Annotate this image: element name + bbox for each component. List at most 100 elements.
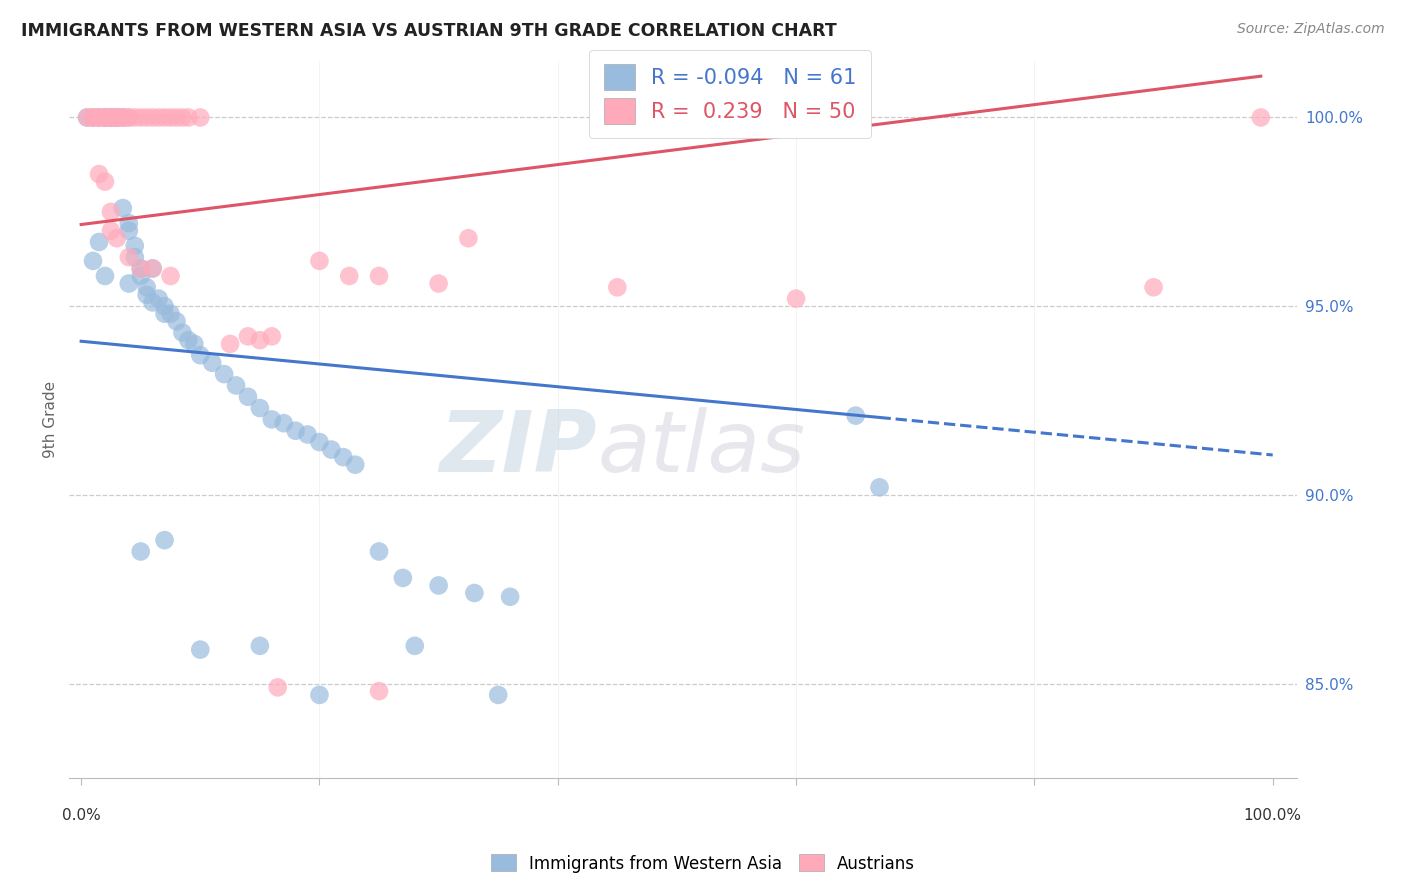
Point bbox=[111, 201, 134, 215]
Point bbox=[118, 216, 141, 230]
Point bbox=[76, 111, 98, 125]
Point bbox=[159, 307, 181, 321]
Point bbox=[105, 111, 128, 125]
Point bbox=[129, 261, 152, 276]
Point bbox=[118, 277, 141, 291]
Point bbox=[845, 409, 868, 423]
Point bbox=[236, 329, 259, 343]
Point bbox=[105, 111, 128, 125]
Point bbox=[188, 348, 211, 362]
Point bbox=[82, 253, 104, 268]
Point bbox=[82, 111, 104, 125]
Legend: R = -0.094   N = 61, R =  0.239   N = 50: R = -0.094 N = 61, R = 0.239 N = 50 bbox=[589, 50, 872, 138]
Point bbox=[392, 571, 415, 585]
Point bbox=[188, 111, 211, 125]
Point bbox=[486, 688, 509, 702]
Point bbox=[499, 590, 522, 604]
Point bbox=[100, 111, 122, 125]
Point bbox=[219, 337, 242, 351]
Point bbox=[166, 111, 188, 125]
Point bbox=[135, 280, 157, 294]
Point bbox=[148, 111, 170, 125]
Point bbox=[225, 378, 247, 392]
Point bbox=[249, 639, 271, 653]
Point bbox=[100, 224, 122, 238]
Point bbox=[260, 412, 283, 426]
Point bbox=[87, 111, 110, 125]
Point bbox=[332, 450, 354, 464]
Point bbox=[177, 333, 200, 347]
Point bbox=[142, 111, 165, 125]
Point bbox=[111, 111, 134, 125]
Point bbox=[124, 250, 146, 264]
Point bbox=[135, 288, 157, 302]
Point bbox=[124, 239, 146, 253]
Point bbox=[118, 224, 141, 238]
Point bbox=[166, 314, 188, 328]
Point bbox=[142, 261, 165, 276]
Point bbox=[94, 111, 117, 125]
Point bbox=[94, 175, 117, 189]
Point bbox=[869, 480, 891, 494]
Point bbox=[1142, 280, 1164, 294]
Point bbox=[368, 268, 391, 283]
Point bbox=[100, 111, 122, 125]
Point bbox=[82, 111, 104, 125]
Text: Source: ZipAtlas.com: Source: ZipAtlas.com bbox=[1237, 22, 1385, 37]
Point bbox=[284, 424, 307, 438]
Point bbox=[82, 111, 104, 125]
Point bbox=[129, 111, 152, 125]
Point bbox=[267, 681, 290, 695]
Point bbox=[153, 111, 176, 125]
Point bbox=[76, 111, 98, 125]
Point bbox=[297, 427, 319, 442]
Point bbox=[212, 367, 235, 381]
Point bbox=[111, 111, 134, 125]
Point bbox=[1250, 111, 1272, 125]
Point bbox=[118, 111, 141, 125]
Text: 0.0%: 0.0% bbox=[62, 808, 100, 823]
Point bbox=[111, 111, 134, 125]
Point bbox=[153, 299, 176, 313]
Point bbox=[427, 578, 450, 592]
Point bbox=[94, 111, 117, 125]
Text: 100.0%: 100.0% bbox=[1244, 808, 1302, 823]
Point bbox=[201, 356, 224, 370]
Point bbox=[183, 337, 205, 351]
Point bbox=[308, 435, 330, 450]
Point bbox=[249, 333, 271, 347]
Text: ZIP: ZIP bbox=[439, 407, 598, 490]
Text: atlas: atlas bbox=[598, 407, 806, 490]
Point bbox=[105, 231, 128, 245]
Point bbox=[172, 326, 194, 340]
Y-axis label: 9th Grade: 9th Grade bbox=[44, 381, 58, 458]
Point bbox=[118, 111, 141, 125]
Point bbox=[368, 544, 391, 558]
Point bbox=[785, 292, 807, 306]
Point bbox=[188, 642, 211, 657]
Point bbox=[368, 684, 391, 698]
Point bbox=[463, 586, 485, 600]
Point bbox=[236, 390, 259, 404]
Text: IMMIGRANTS FROM WESTERN ASIA VS AUSTRIAN 9TH GRADE CORRELATION CHART: IMMIGRANTS FROM WESTERN ASIA VS AUSTRIAN… bbox=[21, 22, 837, 40]
Point bbox=[457, 231, 479, 245]
Point bbox=[124, 111, 146, 125]
Point bbox=[129, 261, 152, 276]
Point bbox=[105, 111, 128, 125]
Legend: Immigrants from Western Asia, Austrians: Immigrants from Western Asia, Austrians bbox=[484, 847, 922, 880]
Point bbox=[87, 111, 110, 125]
Point bbox=[100, 111, 122, 125]
Point bbox=[87, 111, 110, 125]
Point bbox=[148, 292, 170, 306]
Point bbox=[260, 329, 283, 343]
Point bbox=[118, 250, 141, 264]
Point bbox=[273, 416, 295, 430]
Point bbox=[129, 268, 152, 283]
Point bbox=[606, 280, 628, 294]
Point bbox=[344, 458, 367, 472]
Point bbox=[177, 111, 200, 125]
Point bbox=[308, 253, 330, 268]
Point bbox=[308, 688, 330, 702]
Point bbox=[135, 111, 157, 125]
Point bbox=[427, 277, 450, 291]
